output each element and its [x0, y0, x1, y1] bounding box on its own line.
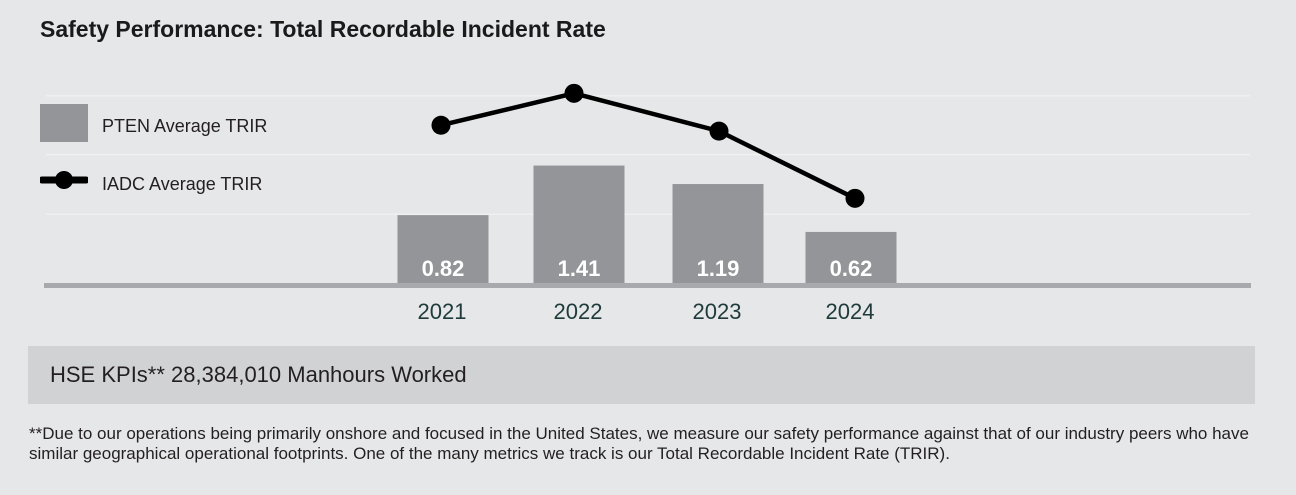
bar-2023 — [672, 184, 764, 284]
bar-value-label: 1.19 — [697, 256, 740, 281]
line-point-2024 — [845, 188, 865, 208]
bar-value-label: 0.62 — [830, 256, 873, 281]
legend-line-swatch — [40, 171, 88, 189]
legend-bar-swatch — [40, 104, 88, 142]
bar-value-label: 0.82 — [422, 256, 465, 281]
x-tick-label: 2023 — [693, 299, 742, 324]
legend-line-label: IADC Average TRIR — [102, 174, 263, 194]
x-tick-label: 2021 — [418, 299, 467, 324]
kpi-band: HSE KPIs** 28,384,010 Manhours Worked — [28, 346, 1255, 404]
line-point-2023 — [709, 121, 729, 141]
footnote: **Due to our operations being primarily … — [29, 424, 1249, 463]
chart-title: Safety Performance: Total Recordable Inc… — [40, 16, 606, 42]
kpi-text: HSE KPIs** 28,384,010 Manhours Worked — [50, 362, 467, 387]
bar-value-label: 1.41 — [558, 256, 601, 281]
trir-chart: 0.82 1.41 1.19 0.62 2021 2022 2023 2024 — [44, 83, 1251, 324]
line-point-2021 — [431, 115, 451, 135]
line-series-iadc — [440, 91, 856, 201]
x-tick-label: 2022 — [554, 299, 603, 324]
legend-bar-label: PTEN Average TRIR — [102, 116, 268, 136]
line-point-2022 — [564, 83, 584, 103]
bar-2022 — [533, 165, 625, 284]
bar-2024 — [805, 231, 897, 284]
bar-2021 — [397, 215, 489, 284]
x-tick-label: 2024 — [826, 299, 875, 324]
